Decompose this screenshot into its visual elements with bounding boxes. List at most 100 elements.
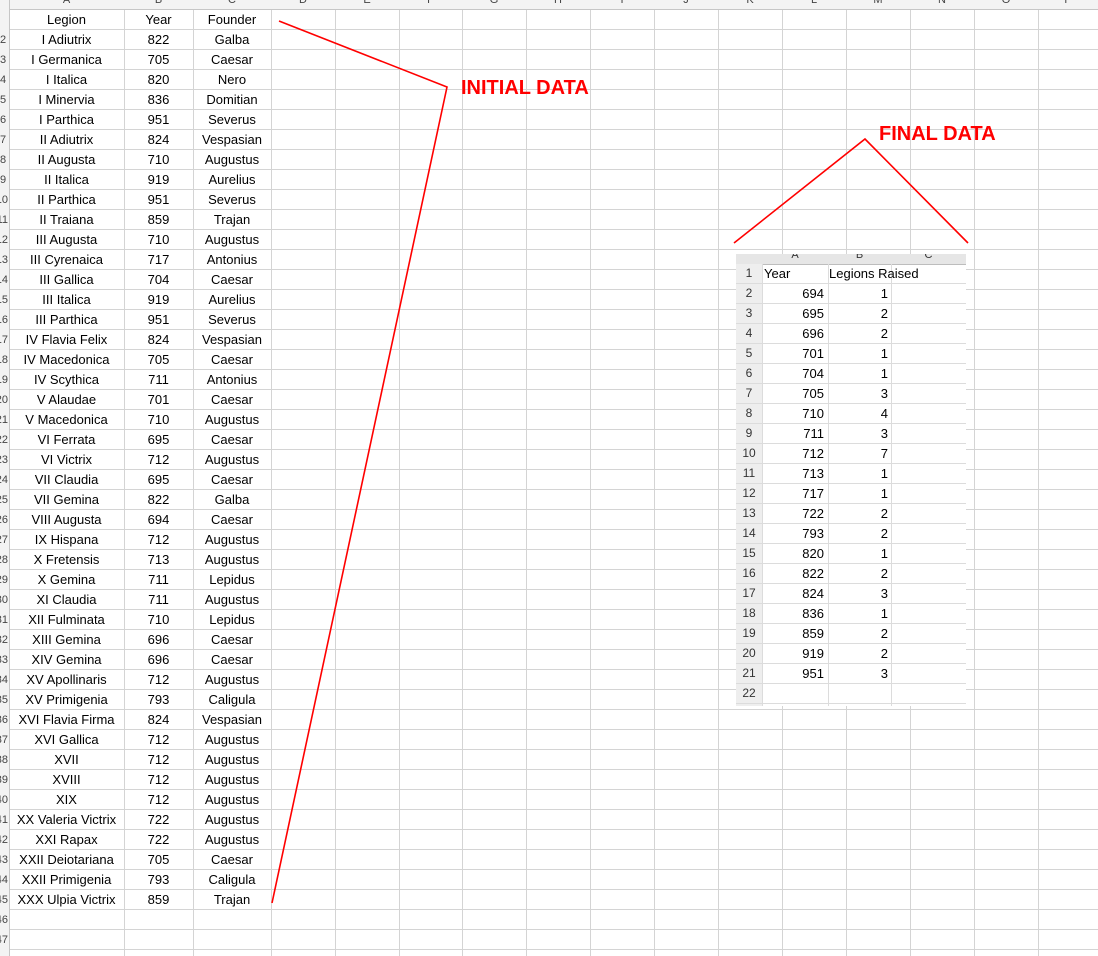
founder-cell[interactable]: Augustus — [204, 152, 260, 167]
final-sheet-row-number[interactable]: 22 — [742, 686, 756, 700]
legion-cell[interactable]: II Traiana — [39, 212, 94, 227]
column-header-o[interactable]: O — [974, 0, 1038, 10]
legion-cell[interactable]: XIII Gemina — [32, 632, 101, 647]
column-header-i[interactable]: I — [590, 0, 654, 10]
legion-cell[interactable]: II Italica — [44, 172, 89, 187]
founder-cell[interactable]: Caesar — [211, 352, 253, 367]
final-count-cell[interactable]: 2 — [880, 326, 888, 341]
final-year-cell[interactable]: 701 — [802, 346, 824, 361]
year-cell[interactable]: 711 — [148, 592, 169, 607]
founder-cell[interactable]: Caesar — [211, 272, 253, 287]
legion-cell[interactable]: I Parthica — [39, 112, 94, 127]
final-sheet-row-number[interactable]: 20 — [742, 646, 756, 660]
row-number[interactable]: 34 — [0, 674, 8, 686]
year-cell[interactable]: 701 — [147, 392, 170, 407]
final-sheet-row-number[interactable]: 18 — [742, 606, 756, 620]
column-header-l[interactable]: L — [782, 0, 846, 10]
final-sheet-row-number[interactable]: 3 — [745, 306, 753, 320]
row-number[interactable]: 31 — [0, 614, 8, 626]
row-number[interactable]: 24 — [0, 474, 8, 486]
founder-cell[interactable]: Augustus — [204, 832, 260, 847]
final-sheet-row-number[interactable]: 7 — [745, 386, 753, 400]
final-count-cell[interactable]: 2 — [880, 646, 888, 661]
legion-cell[interactable]: VI Ferrata — [37, 432, 96, 447]
final-count-cell[interactable]: 3 — [880, 426, 888, 441]
founder-cell[interactable]: Caesar — [211, 652, 253, 667]
row-number[interactable]: 15 — [0, 294, 8, 306]
final-year-cell[interactable]: 696 — [802, 326, 824, 341]
founder-cell[interactable]: Aurelius — [208, 292, 256, 307]
row-number[interactable]: 29 — [0, 574, 8, 586]
row-number[interactable]: 46 — [0, 914, 8, 926]
final-sheet-row-number[interactable]: 15 — [742, 546, 756, 560]
final-year-cell[interactable]: 717 — [802, 486, 824, 501]
founder-cell[interactable]: Augustus — [204, 752, 260, 767]
founder-cell[interactable]: Vespasian — [202, 132, 262, 147]
final-year-cell[interactable]: 951 — [802, 666, 824, 681]
row-number[interactable]: 16 — [0, 314, 8, 326]
founder-cell[interactable]: Augustus — [204, 732, 260, 747]
row-number[interactable]: 25 — [0, 494, 8, 506]
legion-cell[interactable]: I Italica — [45, 72, 88, 87]
column-header-d[interactable]: D — [271, 0, 335, 10]
year-cell[interactable]: 712 — [147, 532, 170, 547]
year-cell[interactable]: 822 — [147, 32, 170, 47]
founder-cell[interactable]: Nero — [217, 72, 247, 87]
year-cell[interactable]: 710 — [147, 232, 170, 247]
row-number[interactable]: 2 — [0, 34, 7, 46]
final-sheet-row-number[interactable]: 2 — [745, 286, 753, 300]
year-cell[interactable]: 824 — [147, 712, 170, 727]
final-year-cell[interactable]: 695 — [802, 306, 824, 321]
column-header-m[interactable]: M — [846, 0, 910, 10]
final-year-cell[interactable]: 822 — [802, 566, 824, 581]
year-cell[interactable]: 836 — [147, 92, 170, 107]
final-sheet-row-number[interactable]: 12 — [742, 486, 756, 500]
row-number[interactable]: 5 — [0, 94, 7, 106]
legion-cell[interactable]: X Gemina — [37, 572, 96, 587]
row-number[interactable]: 6 — [0, 114, 7, 126]
legion-cell[interactable]: V Macedonica — [25, 412, 108, 427]
year-cell[interactable]: 704 — [147, 272, 170, 287]
founder-cell[interactable]: Caesar — [211, 632, 253, 647]
row-number[interactable]: 22 — [0, 434, 8, 446]
row-number[interactable]: 11 — [0, 214, 8, 226]
column-header-f[interactable]: F — [399, 0, 462, 10]
legion-cell[interactable]: XXII Deiotariana — [19, 852, 114, 867]
year-cell[interactable]: 710 — [147, 612, 170, 627]
legion-cell[interactable]: V Alaudae — [36, 392, 97, 407]
header-cell[interactable]: Founder — [207, 12, 257, 27]
column-header-c[interactable]: C — [193, 0, 271, 10]
row-number[interactable]: 4 — [0, 74, 7, 86]
legion-cell[interactable]: VII Claudia — [34, 472, 99, 487]
year-cell[interactable]: 694 — [147, 512, 170, 527]
row-number[interactable]: 12 — [0, 234, 8, 246]
row-number[interactable]: 3 — [0, 54, 7, 66]
final-count-cell[interactable]: 2 — [880, 306, 888, 321]
legion-cell[interactable]: IV Macedonica — [23, 352, 110, 367]
legion-cell[interactable]: III Augusta — [35, 232, 98, 247]
final-sheet-row-number[interactable]: 17 — [742, 586, 756, 600]
legion-cell[interactable]: XVI Flavia Firma — [18, 712, 115, 727]
legion-cell[interactable]: X Fretensis — [33, 552, 100, 567]
column-header-k[interactable]: K — [718, 0, 782, 10]
row-number[interactable]: 14 — [0, 274, 8, 286]
final-sheet-row-number[interactable]: 4 — [745, 326, 753, 340]
row-number[interactable]: 32 — [0, 634, 8, 646]
final-year-cell[interactable]: 713 — [802, 466, 824, 481]
founder-cell[interactable]: Caligula — [208, 692, 256, 707]
year-cell[interactable]: 712 — [147, 772, 170, 787]
final-sheet-row-number[interactable]: 13 — [742, 506, 756, 520]
legion-cell[interactable]: XV Apollinaris — [26, 672, 107, 687]
legion-cell[interactable]: II Adiutrix — [39, 132, 94, 147]
final-count-cell[interactable]: 1 — [880, 346, 888, 361]
row-number[interactable]: 38 — [0, 754, 8, 766]
row-number[interactable]: 17 — [0, 334, 8, 346]
header-cell[interactable]: Legion — [46, 12, 87, 27]
column-header-g[interactable]: G — [462, 0, 526, 10]
legion-cell[interactable]: IV Scythica — [33, 372, 100, 387]
founder-cell[interactable]: Caesar — [211, 432, 253, 447]
legion-cell[interactable]: XVI Gallica — [34, 732, 99, 747]
row-number[interactable]: 26 — [0, 514, 8, 526]
year-cell[interactable]: 695 — [147, 472, 170, 487]
